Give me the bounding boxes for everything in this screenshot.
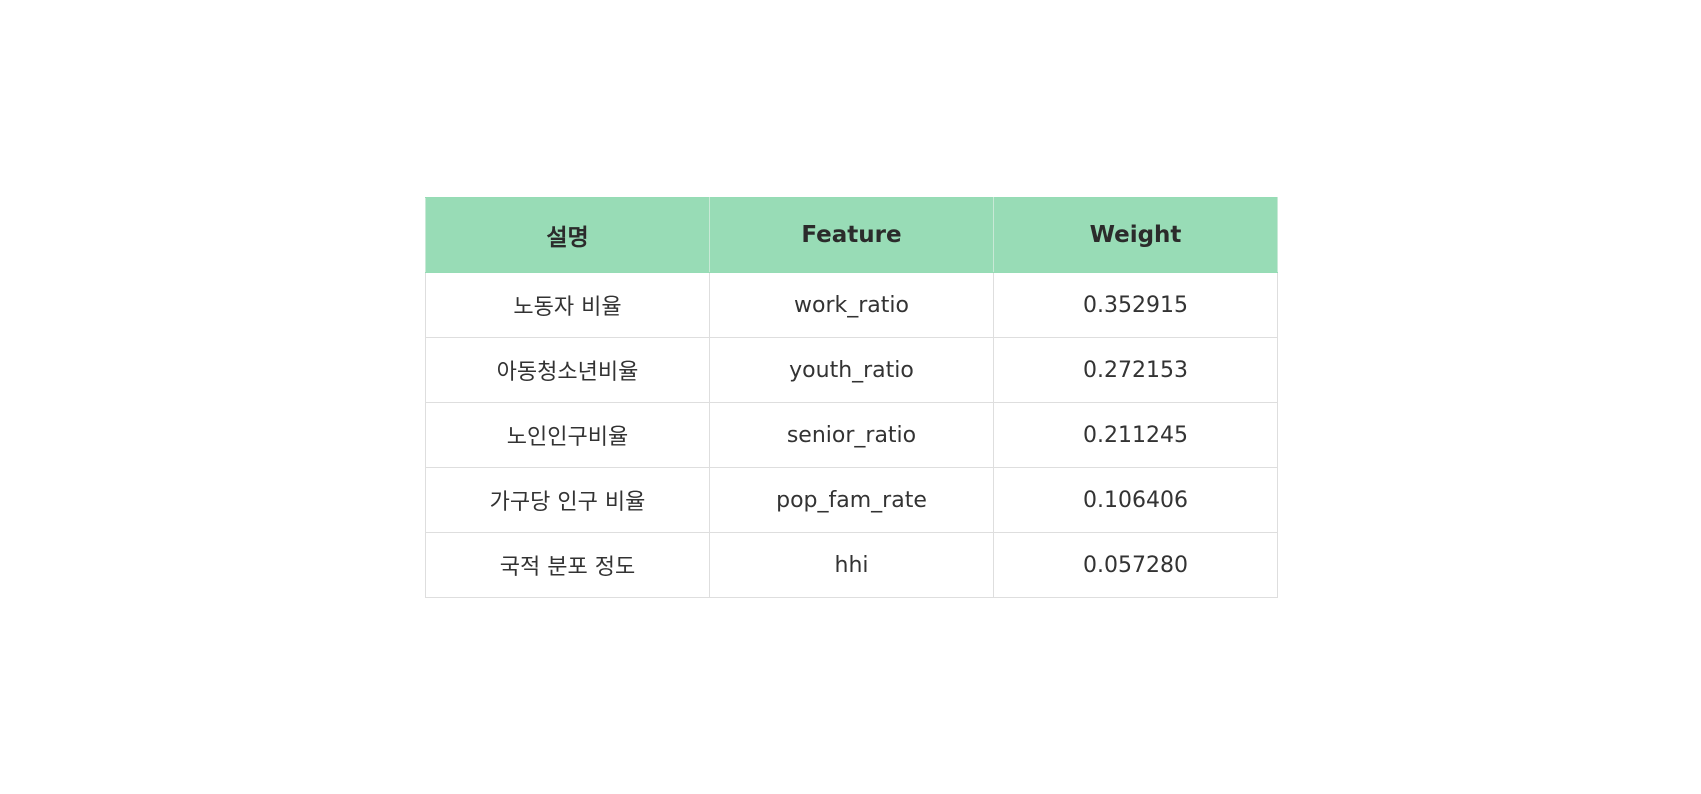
cell-weight: 0.106406 (993, 467, 1278, 533)
table-body: 노동자 비율 work_ratio 0.352915 아동청소년비율 youth… (425, 272, 1278, 598)
table-row: 가구당 인구 비율 pop_fam_rate 0.106406 (425, 467, 1278, 533)
table-row: 노동자 비율 work_ratio 0.352915 (425, 272, 1278, 338)
cell-description: 국적 분포 정도 (425, 532, 710, 598)
feature-weight-table-container: 설명 Feature Weight 노동자 비율 work_ratio 0.35… (425, 197, 1278, 598)
column-header-feature: Feature (709, 197, 994, 273)
table-row: 국적 분포 정도 hhi 0.057280 (425, 532, 1278, 598)
cell-feature: work_ratio (709, 272, 994, 338)
cell-description: 노동자 비율 (425, 272, 710, 338)
cell-feature: hhi (709, 532, 994, 598)
feature-weight-table: 설명 Feature Weight 노동자 비율 work_ratio 0.35… (425, 197, 1278, 598)
table-row: 노인인구비율 senior_ratio 0.211245 (425, 402, 1278, 468)
header-row: 설명 Feature Weight (425, 197, 1278, 273)
table-row: 아동청소년비율 youth_ratio 0.272153 (425, 337, 1278, 403)
cell-weight: 0.211245 (993, 402, 1278, 468)
cell-feature: youth_ratio (709, 337, 994, 403)
cell-weight: 0.057280 (993, 532, 1278, 598)
cell-description: 노인인구비율 (425, 402, 710, 468)
cell-feature: senior_ratio (709, 402, 994, 468)
cell-feature: pop_fam_rate (709, 467, 994, 533)
column-header-description: 설명 (425, 197, 710, 273)
table-header: 설명 Feature Weight (425, 197, 1278, 273)
cell-weight: 0.272153 (993, 337, 1278, 403)
cell-description: 가구당 인구 비율 (425, 467, 710, 533)
cell-description: 아동청소년비율 (425, 337, 710, 403)
cell-weight: 0.352915 (993, 272, 1278, 338)
column-header-weight: Weight (993, 197, 1278, 273)
